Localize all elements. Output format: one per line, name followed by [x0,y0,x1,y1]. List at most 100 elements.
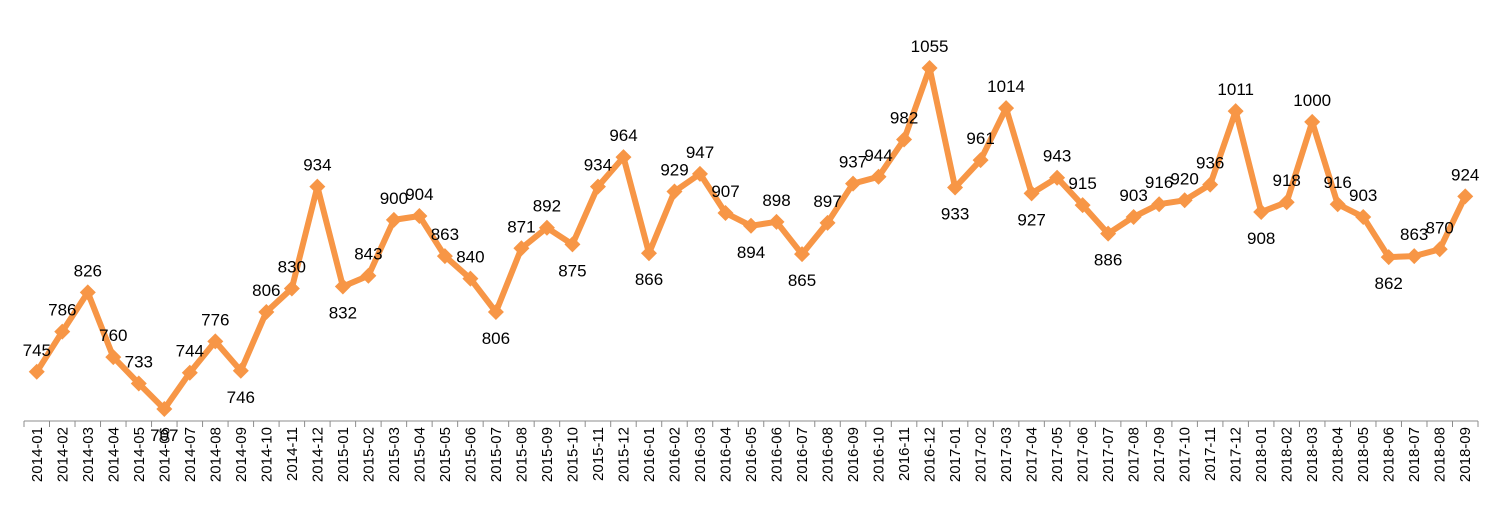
data-label: 786 [48,301,76,320]
data-point [1049,169,1066,186]
x-tick-label: 2016-06 [769,427,786,482]
x-tick-label: 2018-01 [1253,427,1270,482]
data-point [640,245,657,262]
series-markers [28,60,1474,417]
data-label: 871 [507,217,535,236]
data-point [589,178,606,195]
data-label: 1014 [987,77,1025,96]
x-tick-label: 2017-07 [1100,427,1117,482]
data-label: 933 [941,205,969,224]
x-tick-label: 2014-07 [182,427,199,482]
data-point [283,280,300,297]
data-point [1329,196,1346,213]
data-label: 806 [252,281,280,300]
data-label: 898 [762,191,790,210]
data-label: 806 [482,329,510,348]
data-point [385,211,402,228]
x-tick-label: 2014-04 [105,427,122,482]
data-label: 862 [1375,274,1403,293]
data-point [1355,208,1372,225]
data-label: 843 [354,245,382,264]
data-point [130,375,147,392]
data-label: 903 [1349,186,1377,205]
x-axis-tick-labels: 2014-01 2014-02 2014-03 2014-04 2014-05 2014-… [29,427,1474,482]
x-tick-label: 2014-12 [309,427,326,482]
data-point [105,349,122,366]
data-point [1074,197,1091,214]
x-tick-label: 2017-06 [1075,427,1092,482]
data-point [972,152,989,169]
data-point [564,236,581,253]
x-tick-label: 2015-09 [539,427,556,482]
x-tick-label: 2014-11 [284,427,301,481]
data-label: 826 [74,261,102,280]
data-point [156,401,173,417]
data-point [1304,113,1321,130]
x-tick-label: 2014-03 [80,427,97,482]
data-point [1406,248,1423,265]
data-label: 934 [584,156,612,175]
data-point [947,179,964,196]
data-label: 870 [1426,218,1454,237]
x-tick-label: 2015-12 [615,427,632,482]
data-label: 875 [558,261,586,280]
data-labels: 745 786 826 760 733 707 744 776 746 806 830 934 832 8… [23,37,1480,445]
data-point [487,303,504,320]
data-label: 776 [201,310,229,329]
data-label: 904 [405,185,433,204]
data-label: 936 [1196,154,1224,173]
data-point [896,131,913,148]
data-label: 863 [1400,225,1428,244]
x-tick-label: 2015-01 [335,427,352,482]
data-point [1023,185,1040,202]
x-tick-label: 2016-07 [794,427,811,482]
data-point [794,246,811,263]
x-tick-label: 2015-05 [437,427,454,482]
data-label: 934 [303,156,331,175]
x-tick-label: 2014-01 [29,427,46,482]
data-point [845,175,862,192]
data-point [232,362,249,379]
data-label: 900 [380,189,408,208]
data-point [870,168,887,185]
data-label: 918 [1273,171,1301,190]
data-label: 886 [1094,251,1122,270]
data-label: 924 [1451,165,1479,184]
data-point [1100,225,1117,242]
data-point [1431,241,1448,258]
data-label: 760 [99,326,127,345]
x-tick-label: 2014-10 [258,427,275,482]
data-label: 892 [533,197,561,216]
data-label: 863 [431,225,459,244]
data-point [538,219,555,236]
x-tick-label: 2017-05 [1049,427,1066,482]
data-point [360,267,377,284]
data-point [436,248,453,265]
x-tick-label: 2014-05 [131,427,148,482]
x-tick-label: 2018-09 [1457,427,1474,482]
data-point [717,205,734,222]
data-point [207,333,224,350]
x-tick-label: 2018-05 [1355,427,1372,482]
data-label: 840 [456,248,484,267]
x-tick-label: 2018-02 [1279,427,1296,482]
x-tick-label: 2016-11 [896,427,913,481]
data-point [1176,192,1193,209]
data-point [1125,208,1142,225]
x-tick-label: 2015-06 [462,427,479,482]
x-tick-label: 2018-04 [1330,427,1347,482]
data-point [1278,194,1295,211]
data-point [309,178,326,195]
data-point [1151,196,1168,213]
x-tick-label: 2018-03 [1304,427,1321,482]
x-tick-label: 2016-09 [845,427,862,482]
x-tick-label: 2017-03 [998,427,1015,482]
x-tick-label: 2016-08 [820,427,837,482]
data-label: 1011 [1217,80,1254,99]
data-label: 733 [125,353,153,372]
data-label: 746 [227,388,255,407]
x-tick-label: 2016-01 [641,427,658,482]
data-label: 832 [329,304,357,323]
x-tick-label: 2017-12 [1228,427,1245,482]
